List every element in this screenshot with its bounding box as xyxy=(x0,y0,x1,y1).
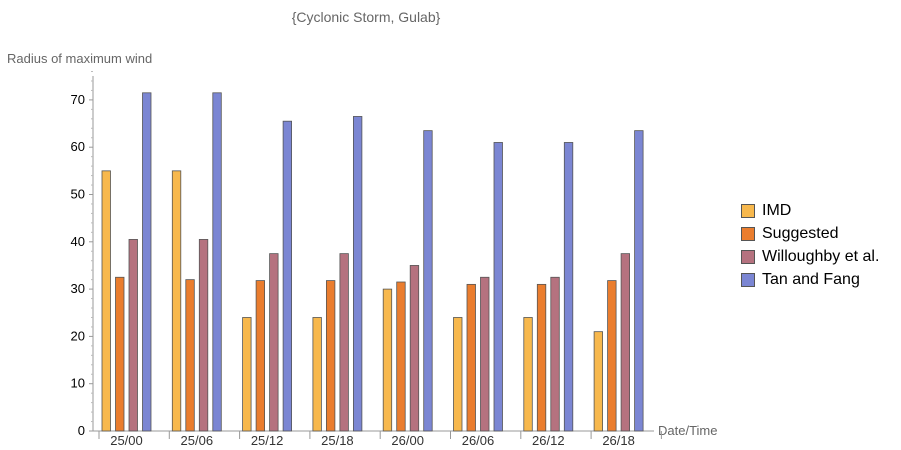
bar-suggested-26-00 xyxy=(396,281,406,432)
legend-item: Tan and Fang xyxy=(741,268,879,291)
bar-imd-26-06 xyxy=(453,317,463,432)
legend-item: Suggested xyxy=(741,222,879,245)
legend-swatch xyxy=(741,249,755,264)
bar-tan-and-fang-26-06 xyxy=(493,142,503,432)
x-tick-label: 26/12 xyxy=(532,433,565,448)
bar-imd-25-18 xyxy=(312,317,322,432)
legend-label: Suggested xyxy=(762,224,839,242)
x-tick-label: 25/00 xyxy=(110,433,143,448)
bar-imd-25-12 xyxy=(242,317,252,432)
y-tick-label: 70 xyxy=(71,92,85,107)
x-axis-label: Date/Time xyxy=(658,423,717,438)
y-tick-label: 30 xyxy=(71,281,85,296)
bar-tan-and-fang-25-00 xyxy=(142,92,152,432)
bar-suggested-26-18 xyxy=(607,280,617,432)
x-tick-label: 26/00 xyxy=(391,433,424,448)
bar-tan-and-fang-26-18 xyxy=(634,130,644,432)
y-tick-label: 10 xyxy=(71,376,85,391)
legend: IMD Suggested Willoughby et al. Tan and Fan… xyxy=(741,199,879,291)
x-tick-label: 26/18 xyxy=(602,433,635,448)
bar-willoughby-et-al-26-18 xyxy=(620,253,630,432)
bar-imd-26-18 xyxy=(593,331,603,432)
legend-label: IMD xyxy=(762,201,792,219)
x-tick-label: 25/06 xyxy=(181,433,214,448)
bar-suggested-25-18 xyxy=(325,280,336,432)
bar-imd-25-06 xyxy=(171,170,182,432)
legend-item: Willoughby et al. xyxy=(741,245,879,268)
bar-willoughby-et-al-26-12 xyxy=(550,276,560,432)
bar-tan-and-fang-26-12 xyxy=(563,142,574,432)
bar-imd-25-00 xyxy=(101,170,111,432)
bar-suggested-26-12 xyxy=(536,283,547,432)
bar-willoughby-et-al-26-00 xyxy=(409,265,420,432)
bar-willoughby-et-al-25-18 xyxy=(339,253,349,432)
bar-imd-26-12 xyxy=(523,317,533,432)
y-tick-label: 0 xyxy=(78,423,85,438)
chart-title: {Cyclonic Storm, Gulab} xyxy=(292,9,441,25)
x-tick-label: 25/12 xyxy=(251,433,284,448)
y-axis-label: Radius of maximum wind xyxy=(7,51,152,66)
bar-willoughby-et-al-26-06 xyxy=(480,276,490,432)
bar-willoughby-et-al-25-06 xyxy=(198,239,209,432)
y-tick-label: 40 xyxy=(71,234,85,249)
y-tick-label: 50 xyxy=(71,187,85,202)
bar-suggested-25-12 xyxy=(255,280,266,432)
x-tick-label: 26/06 xyxy=(462,433,495,448)
legend-item: IMD xyxy=(741,199,879,222)
bar-willoughby-et-al-25-00 xyxy=(128,239,138,432)
bar-imd-26-00 xyxy=(382,288,393,432)
bar-tan-and-fang-25-12 xyxy=(282,120,293,432)
bar-tan-and-fang-26-00 xyxy=(423,130,433,432)
bar-suggested-26-06 xyxy=(466,283,476,432)
y-tick-label: 60 xyxy=(71,139,85,154)
bar-suggested-25-00 xyxy=(115,276,125,432)
bar-suggested-25-06 xyxy=(185,279,195,432)
legend-swatch xyxy=(741,272,755,287)
bar-tan-and-fang-25-18 xyxy=(352,116,363,432)
x-tick-label: 25/18 xyxy=(321,433,354,448)
legend-label: Tan and Fang xyxy=(762,270,860,288)
legend-label: Willoughby et al. xyxy=(762,247,880,265)
bar-willoughby-et-al-25-12 xyxy=(269,253,279,432)
legend-swatch xyxy=(741,226,755,241)
legend-swatch xyxy=(741,203,755,218)
y-tick-label: 20 xyxy=(71,328,85,343)
bar-tan-and-fang-25-06 xyxy=(212,92,222,432)
